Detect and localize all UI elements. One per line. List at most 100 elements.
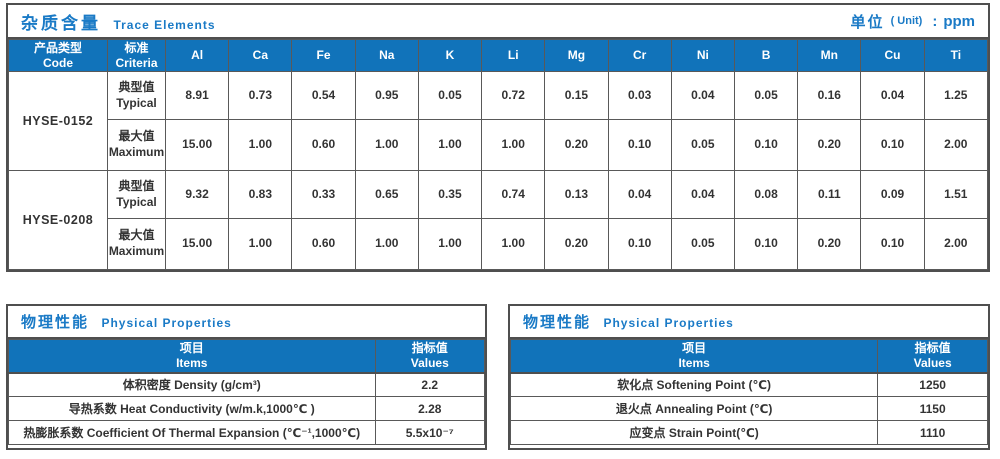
value-cell: 0.03 <box>607 71 672 120</box>
value-cell: 15.00 <box>164 119 230 171</box>
value-cell: 0.04 <box>670 170 735 219</box>
label-en: Items <box>176 355 208 370</box>
phys-right-title-bar: 物理性能 Physical Properties <box>510 306 988 339</box>
unit-label-en: ( Unit) <box>890 15 923 27</box>
value-cell: 0.54 <box>291 71 356 120</box>
value-cell: 0.15 <box>544 71 609 120</box>
trace-title-bar: 杂质含量 Trace Elements 单位 ( Unit) : ppm <box>8 5 988 39</box>
label-en: Maximum <box>108 244 165 258</box>
phys-left-title-bar: 物理性能 Physical Properties <box>8 306 485 339</box>
value-cell: 0.04 <box>670 71 735 120</box>
phys-header-row: 项目 Items 指标值 Values <box>509 339 988 374</box>
column-header-element: Al <box>164 39 230 72</box>
value-cell: 0.05 <box>417 71 483 120</box>
trace-data-row: 最大值 Maximum 15.00 1.00 0.60 1.00 1.00 1.00 0.20 0… <box>9 218 989 270</box>
value-cell: 0.20 <box>544 119 609 171</box>
value-cell: 0.13 <box>544 170 609 219</box>
value-cell: 1.00 <box>417 218 483 270</box>
value-cell: 0.60 <box>291 119 356 171</box>
column-header-element: Fe <box>291 39 356 72</box>
value-cell: 0.72 <box>481 71 546 120</box>
phys-data-row: 应变点 Strain Point(℃) 1110 <box>509 420 988 445</box>
value-cell: 15.00 <box>164 218 230 270</box>
column-header-items: 项目 Items <box>8 339 376 374</box>
value-cell: 0.20 <box>544 218 609 270</box>
value-cell: 1.00 <box>481 119 546 171</box>
unit-colon: : <box>932 12 938 30</box>
phys-right-title-zh: 物理性能 <box>523 314 592 331</box>
phys-data-row: 软化点 Softening Point (℃) 1250 <box>509 372 988 397</box>
value-cell: 0.33 <box>291 170 356 219</box>
value-cell: 0.95 <box>354 71 419 120</box>
property-value-cell: 1150 <box>877 396 988 421</box>
label-en: Values <box>913 355 952 370</box>
unit-value: ppm <box>943 12 975 30</box>
trace-title-en: Trace Elements <box>113 17 216 32</box>
value-cell: 0.60 <box>291 218 356 270</box>
value-cell: 0.05 <box>670 218 735 270</box>
value-cell: 1.00 <box>354 218 419 270</box>
label-en: Typical <box>116 194 157 209</box>
criteria-cell: 最大值 Maximum <box>107 218 166 270</box>
value-cell: 0.65 <box>354 170 419 219</box>
value-cell: 1.00 <box>228 218 293 270</box>
label-zh: 产品类型 <box>33 40 82 55</box>
label-en: Items <box>678 355 710 370</box>
value-cell: 0.73 <box>228 71 293 120</box>
phys-data-row: 退火点 Annealing Point (℃) 1150 <box>509 396 988 421</box>
criteria-cell: 最大值 Maximum <box>107 119 166 171</box>
column-header-element: Ti <box>923 39 989 72</box>
property-item-cell: 应变点 Strain Point(℃) <box>509 420 879 445</box>
value-cell: 0.20 <box>797 218 862 270</box>
value-cell: 0.10 <box>860 119 925 171</box>
value-cell: 0.10 <box>733 218 799 270</box>
column-header-criteria: 标准 Criteria <box>107 39 166 72</box>
trace-header-row: 产品类型 Code 标准 Criteria Al Ca Fe Na K Li Mg Cr Ni B Mn Cu… <box>8 39 989 72</box>
label-zh: 项目 <box>682 340 707 355</box>
phys-left-section-title: 物理性能 Physical Properties <box>21 311 232 332</box>
property-value-cell: 2.2 <box>374 372 486 397</box>
value-cell: 0.09 <box>860 170 925 219</box>
value-cell: 0.74 <box>481 170 546 219</box>
trace-section-title: 杂质含量 Trace Elements <box>21 9 216 34</box>
trace-data-row: 最大值 Maximum 15.00 1.00 0.60 1.00 1.00 1.00 0.20 0… <box>9 119 989 171</box>
column-header-element: K <box>417 39 483 72</box>
value-cell: 1.25 <box>923 71 989 120</box>
value-cell: 0.10 <box>860 218 925 270</box>
value-cell: 0.16 <box>797 71 862 120</box>
label-zh: 典型值 <box>118 79 155 94</box>
value-cell: 1.00 <box>417 119 483 171</box>
label-en: Maximum <box>108 145 165 159</box>
phys-header-row: 项目 Items 指标值 Values <box>8 339 486 374</box>
column-header-element: Ni <box>670 39 735 72</box>
value-cell: 0.05 <box>670 119 735 171</box>
column-header-element: Ca <box>228 39 293 72</box>
property-item-cell: 导热系数 Heat Conductivity (w/m.k,1000℃ ) <box>8 396 376 421</box>
criteria-cell: 典型值 Typical <box>107 170 166 219</box>
value-cell: 1.00 <box>354 119 419 171</box>
label-en: Criteria <box>115 55 158 70</box>
label-en: Values <box>410 355 449 370</box>
value-cell: 0.04 <box>860 71 925 120</box>
value-cell: 0.05 <box>733 71 799 120</box>
value-cell: 0.08 <box>733 170 799 219</box>
value-cell: 9.32 <box>164 170 230 219</box>
product-code-cell: HYSE-0208 <box>8 170 108 270</box>
property-value-cell: 2.28 <box>374 396 486 421</box>
physical-properties-table-right: 项目 Items 指标值 Values 软化点 Softening Point (℃) 1… <box>509 339 988 445</box>
phys-right-title-en: Physical Properties <box>603 316 734 330</box>
value-cell: 2.00 <box>923 119 989 171</box>
column-header-element: B <box>733 39 799 72</box>
product-code-cell: HYSE-0152 <box>8 71 108 171</box>
value-cell: 1.00 <box>228 119 293 171</box>
value-cell: 0.10 <box>607 218 672 270</box>
physical-properties-table-left: 项目 Items 指标值 Values 体积密度 Density (g/cm³) 2.2 导… <box>8 339 486 445</box>
value-cell: 0.04 <box>607 170 672 219</box>
value-cell: 0.83 <box>228 170 293 219</box>
property-item-cell: 软化点 Softening Point (℃) <box>509 372 879 397</box>
value-cell: 2.00 <box>923 218 989 270</box>
column-header-element: Mg <box>544 39 609 72</box>
phys-data-row: 导热系数 Heat Conductivity (w/m.k,1000℃ ) 2.2… <box>8 396 486 421</box>
physical-properties-section-left: 物理性能 Physical Properties 项目 Items 指标值 Value… <box>6 304 487 450</box>
